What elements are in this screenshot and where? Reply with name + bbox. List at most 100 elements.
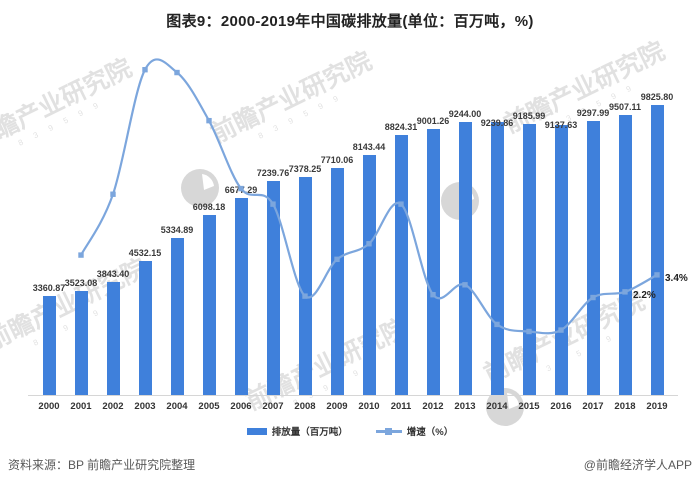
line-marker-2010 <box>366 241 372 247</box>
x-tick-2007: 2007 <box>262 401 284 412</box>
line-point-label-2019: 3.4% <box>665 273 688 284</box>
x-tick-2010: 2010 <box>358 401 380 412</box>
bar-value-label: 9297.99 <box>576 107 610 118</box>
bar-2010 <box>362 154 376 395</box>
svg-text:前瞻产业研究院: 前瞻产业研究院 <box>241 313 411 416</box>
bar-value-label: 7239.76 <box>256 168 290 179</box>
bar-value-label: 9239.86 <box>480 117 514 128</box>
watermark-logo-icon <box>441 182 479 220</box>
x-tick-2012: 2012 <box>422 401 444 412</box>
footer: 资料来源：BP 前瞻产业研究院整理 @前瞻经济学人APP <box>0 456 700 473</box>
bar-2015 <box>522 124 536 395</box>
line-marker-2004 <box>174 69 180 76</box>
line-marker-2018 <box>622 289 628 295</box>
bar-value-label: 7710.06 <box>320 154 354 165</box>
svg-text:8 3 9 5 9 9: 8 3 9 5 9 9 <box>17 99 104 148</box>
bar-2011 <box>394 134 408 395</box>
bar-2013 <box>458 122 472 395</box>
x-tick-2018: 2018 <box>614 401 636 412</box>
bar-2019 <box>650 105 664 395</box>
x-tick-2001: 2001 <box>70 401 92 412</box>
bar-2014 <box>490 122 504 395</box>
x-tick-2000: 2000 <box>38 401 60 412</box>
bar-value-label: 6098.18 <box>192 202 226 213</box>
bar-value-label: 9001.26 <box>416 116 450 127</box>
line-marker-2015 <box>526 328 532 335</box>
bar-2018 <box>618 114 632 395</box>
bar-value-label: 9185.99 <box>512 111 546 121</box>
bar-value-label: 7378.25 <box>288 164 322 175</box>
bar-2004 <box>170 237 184 395</box>
bar-value-label: 6677.29 <box>224 185 258 196</box>
line-point-label-2018: 2.2% <box>633 290 656 301</box>
bar-2008 <box>298 177 312 395</box>
svg-text:前瞻产业研究院: 前瞻产业研究院 <box>206 46 376 149</box>
line-marker-2013 <box>462 282 468 288</box>
bar-value-label: 8824.31 <box>384 121 418 132</box>
x-tick-2008: 2008 <box>294 401 316 412</box>
svg-text:前瞻产业研究院: 前瞻产业研究院 <box>499 36 669 139</box>
line-marker-2006 <box>238 185 244 192</box>
bar-2005 <box>202 215 216 395</box>
x-tick-2015: 2015 <box>518 401 540 412</box>
x-tick-2016: 2016 <box>550 401 572 412</box>
x-tick-2019: 2019 <box>646 401 668 412</box>
bar-2003 <box>138 261 152 395</box>
x-tick-2003: 2003 <box>134 401 156 412</box>
x-tick-2006: 2006 <box>230 401 252 412</box>
bar-2001 <box>74 291 88 395</box>
x-tick-2004: 2004 <box>166 401 188 412</box>
bar-value-label: 9244.00 <box>448 109 482 120</box>
bar-2002 <box>106 281 120 395</box>
bar-2006 <box>234 198 248 395</box>
svg-text:8 3 9 5 9 9: 8 3 9 5 9 9 <box>550 82 637 131</box>
x-axis-line <box>28 395 678 396</box>
bar-value-label: 8143.44 <box>352 141 386 152</box>
svg-text:8 3 9 5 9 9: 8 3 9 5 9 9 <box>32 299 119 348</box>
line-marker-2003 <box>142 67 148 73</box>
x-tick-2014: 2014 <box>486 401 508 412</box>
bar-value-label: 3360.87 <box>32 282 66 293</box>
bar-value-label: 3843.40 <box>96 268 130 279</box>
bar-value-label: 9507.11 <box>608 101 642 112</box>
bar-value-label: 9825.80 <box>640 92 674 103</box>
bar-value-label: 9137.63 <box>544 119 578 130</box>
line-marker-2005 <box>206 117 212 124</box>
x-tick-2017: 2017 <box>582 401 604 412</box>
x-tick-2009: 2009 <box>326 401 348 412</box>
bar-2007 <box>266 181 280 395</box>
bar-2009 <box>330 167 344 395</box>
line-marker-2002 <box>110 191 116 197</box>
chart-title: 图表9：2000-2019年中国碳排放量(单位：百万吨，%) <box>166 13 534 30</box>
line-marker-2008 <box>302 293 308 299</box>
legend-label-growth: 增速（%） <box>406 427 454 438</box>
svg-text:8 3 9 5 9 9: 8 3 9 5 9 9 <box>257 92 344 141</box>
bar-2016 <box>554 125 568 395</box>
legend-label-emissions: 排放量（百万吨） <box>271 427 348 438</box>
watermark-logo-icon <box>486 388 524 426</box>
line-marker-2007 <box>270 201 276 207</box>
svg-text:前瞻产业研究院: 前瞻产业研究院 <box>479 286 649 389</box>
bar-value-label: 5334.89 <box>160 224 194 235</box>
line-marker-2017 <box>590 294 596 301</box>
line-marker-2014 <box>494 321 500 328</box>
legend-item-growth: 增速（%） <box>375 424 454 438</box>
watermark-logo-icon <box>181 169 219 207</box>
x-tick-2005: 2005 <box>198 401 220 412</box>
svg-text:8 3 9 5 9 9: 8 3 9 5 9 9 <box>530 332 617 381</box>
source-text: 资料来源：BP 前瞻产业研究院整理 <box>8 458 196 472</box>
line-marker-2009 <box>334 256 340 263</box>
line-marker-2019 <box>654 272 660 278</box>
bar-2000 <box>42 295 56 395</box>
bar-value-label: 3523.08 <box>64 278 98 289</box>
svg-text:前瞻产业研究院: 前瞻产业研究院 <box>0 53 136 156</box>
svg-text:8 3 9 5 9 9: 8 3 9 5 9 9 <box>292 359 379 408</box>
